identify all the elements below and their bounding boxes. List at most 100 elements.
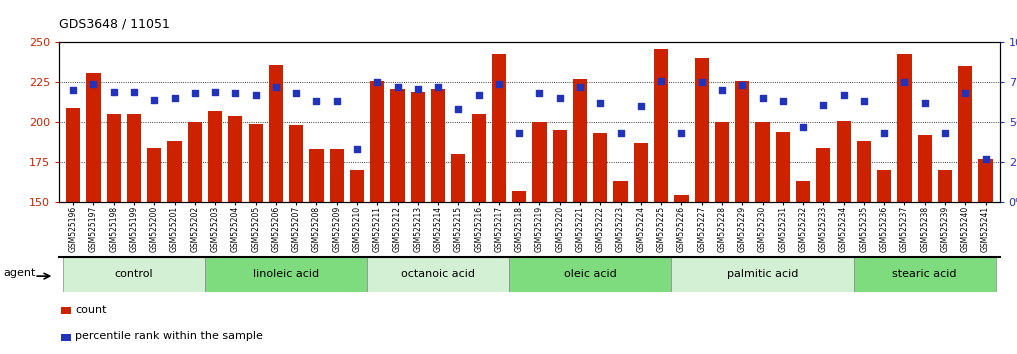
Point: [694, 80, 710, 85]
Bar: [228, 116, 242, 202]
Point: [227, 91, 243, 96]
Bar: [613, 181, 627, 202]
Bar: [289, 125, 303, 202]
Point: [937, 131, 953, 136]
Bar: [127, 114, 141, 202]
Point: [65, 87, 81, 93]
Bar: [735, 81, 750, 202]
Text: oleic acid: oleic acid: [563, 269, 616, 279]
Point: [471, 92, 487, 98]
Text: GDS3648 / 11051: GDS3648 / 11051: [59, 18, 170, 31]
Bar: [330, 149, 344, 202]
Point: [369, 80, 385, 85]
Text: octanoic acid: octanoic acid: [401, 269, 475, 279]
Bar: [634, 143, 648, 202]
Point: [876, 131, 892, 136]
Bar: [837, 120, 850, 202]
Point: [288, 91, 304, 96]
Bar: [654, 49, 668, 202]
Point: [957, 91, 973, 96]
Text: control: control: [115, 269, 154, 279]
Point: [430, 84, 446, 90]
Bar: [411, 92, 425, 202]
Point: [308, 98, 324, 104]
Bar: [573, 79, 587, 202]
Bar: [532, 122, 546, 202]
Bar: [674, 195, 689, 202]
Bar: [756, 122, 770, 202]
Bar: [391, 89, 405, 202]
Bar: [63, 257, 205, 292]
Point: [390, 84, 406, 90]
Point: [673, 131, 690, 136]
Bar: [938, 170, 952, 202]
Text: palmitic acid: palmitic acid: [727, 269, 798, 279]
Point: [146, 97, 163, 103]
Text: agent: agent: [3, 268, 36, 278]
Bar: [715, 122, 729, 202]
Point: [795, 124, 812, 130]
Point: [653, 78, 669, 84]
Bar: [552, 130, 566, 202]
Point: [633, 103, 649, 109]
Bar: [510, 257, 671, 292]
Point: [451, 107, 467, 112]
Bar: [472, 114, 486, 202]
Point: [855, 98, 872, 104]
Point: [977, 156, 994, 161]
Bar: [958, 67, 972, 202]
Point: [349, 147, 365, 152]
Text: count: count: [75, 305, 107, 315]
Point: [612, 131, 629, 136]
Bar: [796, 181, 811, 202]
Bar: [817, 148, 831, 202]
Point: [512, 131, 528, 136]
Point: [267, 84, 284, 90]
Point: [531, 91, 547, 96]
Point: [592, 100, 608, 106]
Bar: [168, 141, 182, 202]
Point: [775, 98, 791, 104]
Bar: [205, 257, 367, 292]
Point: [491, 81, 507, 87]
Text: percentile rank within the sample: percentile rank within the sample: [75, 331, 263, 342]
Bar: [776, 132, 790, 202]
Point: [551, 96, 567, 101]
Point: [572, 84, 588, 90]
Bar: [188, 122, 202, 202]
Bar: [86, 73, 101, 202]
Point: [734, 82, 751, 88]
Bar: [248, 124, 262, 202]
Point: [247, 92, 263, 98]
Bar: [917, 135, 932, 202]
Text: stearic acid: stearic acid: [893, 269, 957, 279]
Point: [126, 89, 142, 95]
Point: [106, 89, 122, 95]
Point: [896, 80, 912, 85]
Bar: [877, 170, 891, 202]
Bar: [671, 257, 853, 292]
Bar: [853, 257, 996, 292]
Bar: [350, 170, 364, 202]
Bar: [695, 58, 709, 202]
Point: [85, 81, 102, 87]
Bar: [367, 257, 510, 292]
Point: [410, 86, 426, 92]
Point: [207, 89, 224, 95]
Bar: [431, 89, 445, 202]
Point: [835, 92, 851, 98]
Bar: [593, 133, 607, 202]
Bar: [66, 108, 80, 202]
Bar: [61, 334, 71, 341]
Bar: [452, 154, 466, 202]
Bar: [370, 81, 384, 202]
Bar: [492, 53, 506, 202]
Bar: [897, 53, 911, 202]
Bar: [978, 159, 993, 202]
Point: [755, 96, 771, 101]
Text: linoleic acid: linoleic acid: [253, 269, 319, 279]
Bar: [61, 307, 71, 314]
Point: [167, 96, 183, 101]
Bar: [856, 141, 871, 202]
Bar: [268, 65, 283, 202]
